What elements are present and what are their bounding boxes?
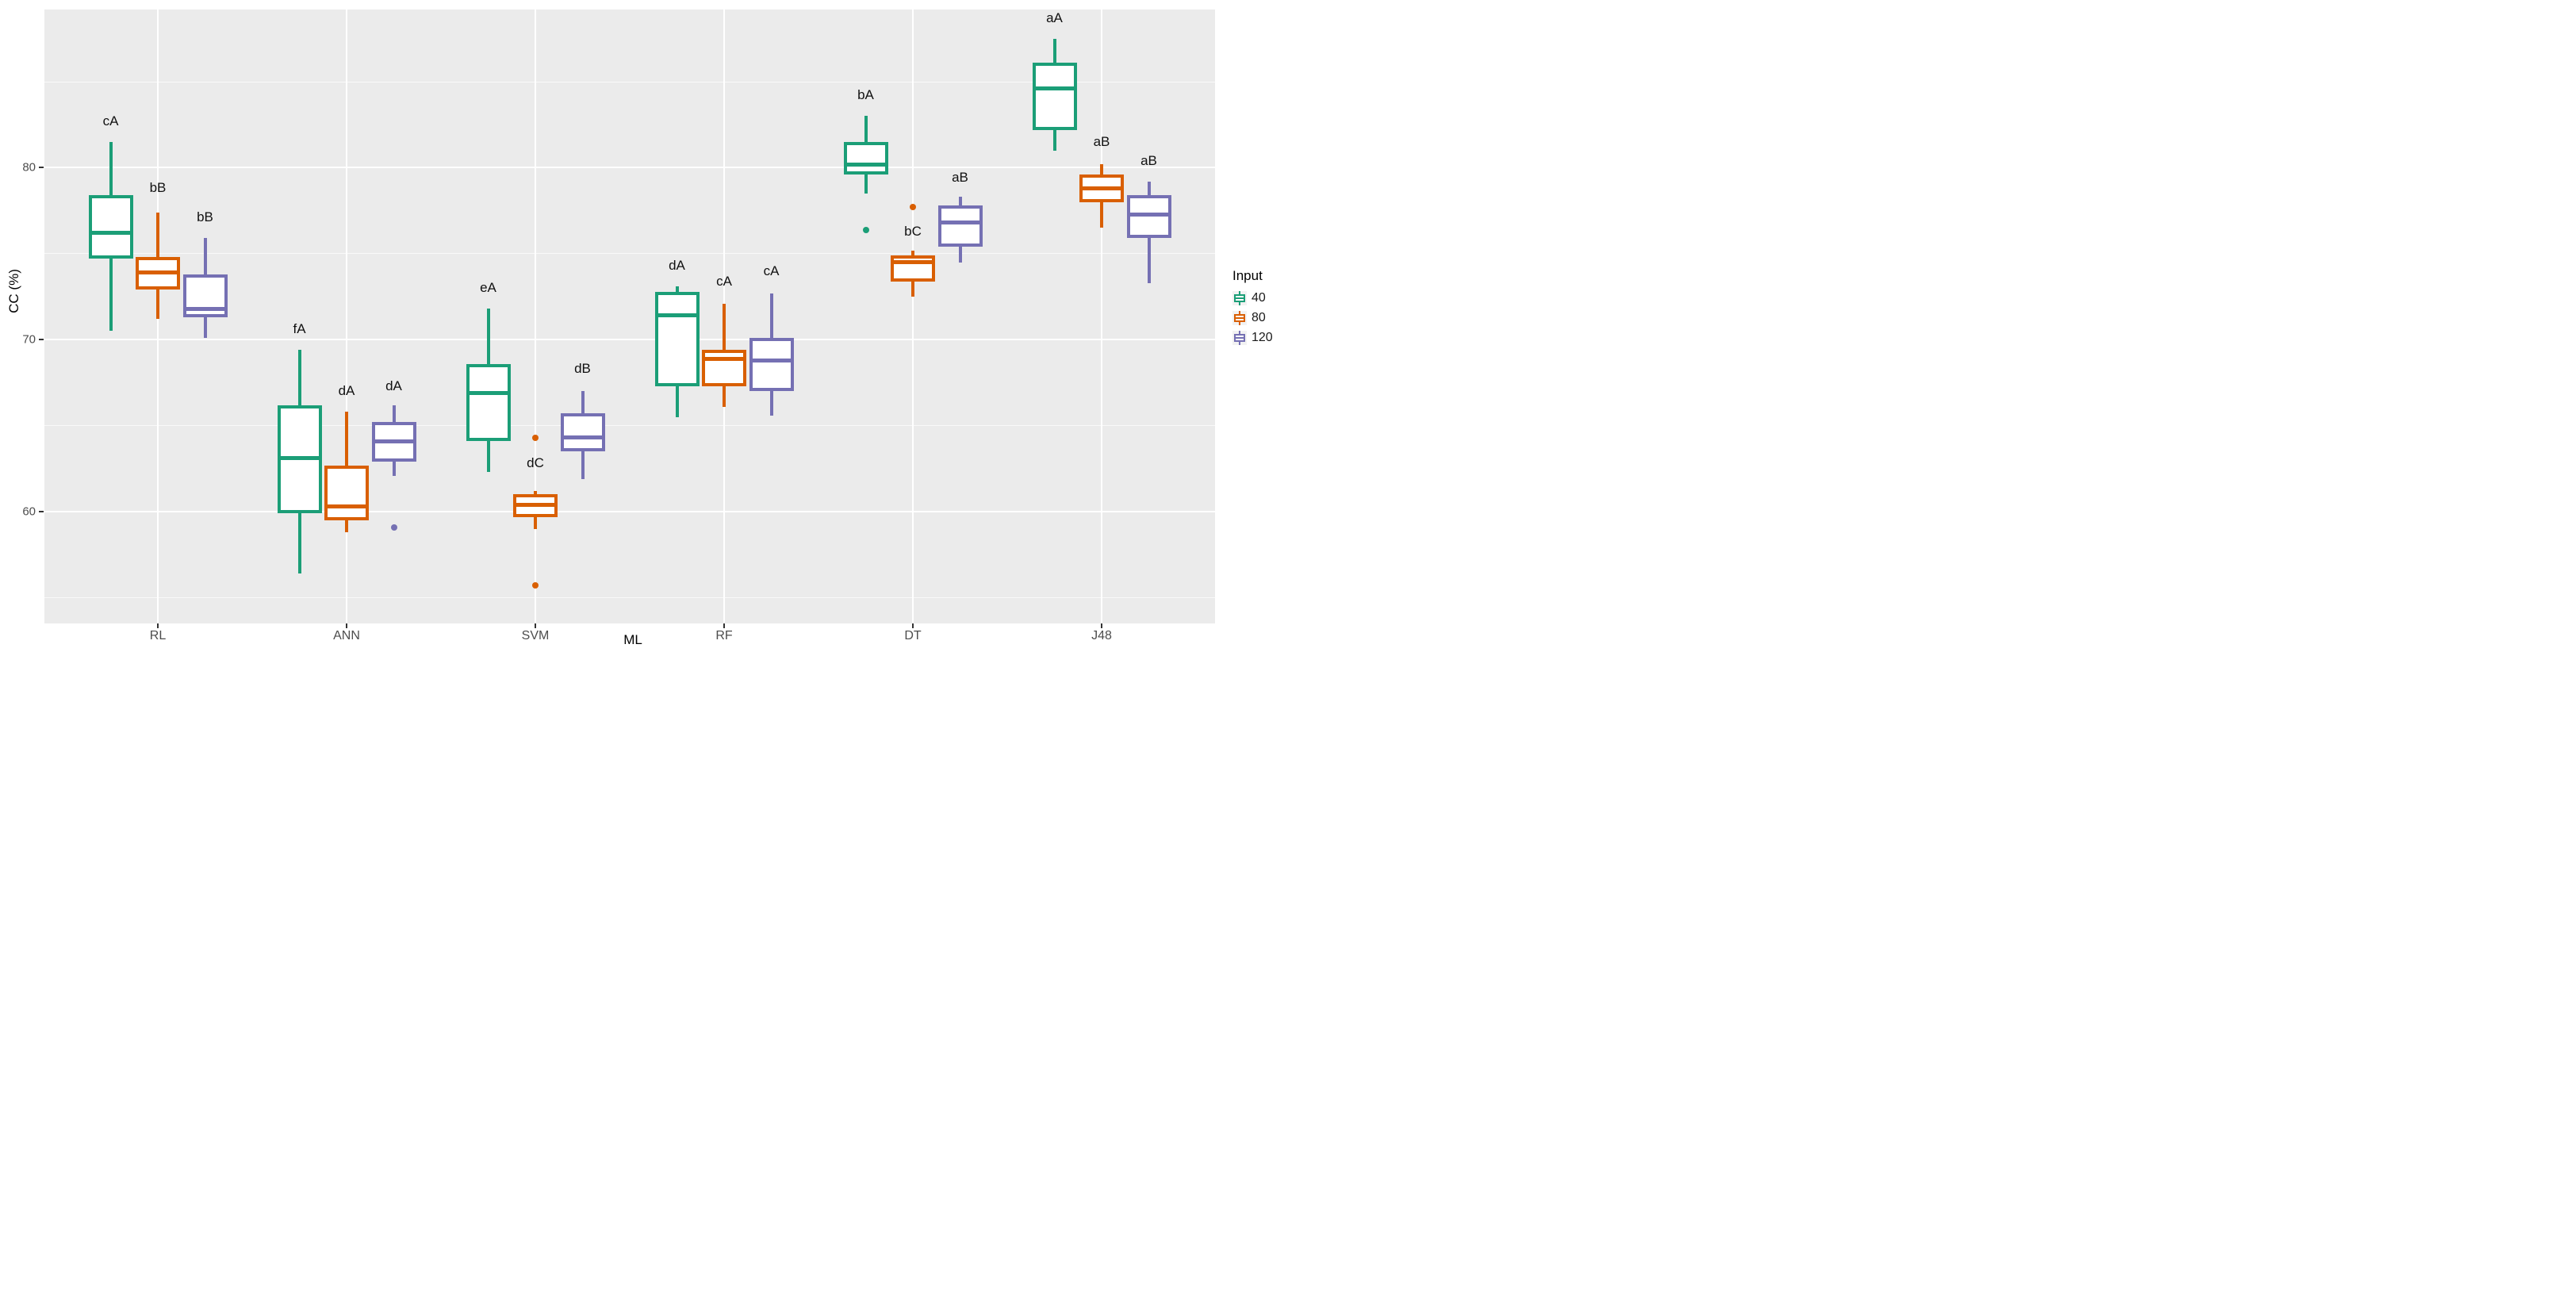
- box-iqr: [702, 350, 746, 386]
- gridline-category: [535, 10, 536, 623]
- gridline-category: [912, 10, 914, 623]
- outlier-point: [390, 524, 397, 531]
- significance-label: bB: [149, 180, 167, 196]
- median-line: [1126, 212, 1171, 217]
- y-tick-mark: [39, 511, 44, 513]
- legend-item-label: 40: [1252, 291, 1266, 305]
- significance-label: dA: [338, 383, 355, 399]
- gridline-minor: [44, 425, 1215, 427]
- gridline-major: [44, 339, 1215, 341]
- x-category-label: RF: [715, 629, 733, 642]
- x-category-label: RL: [149, 629, 167, 642]
- legend-key-boxplot-icon: [1232, 311, 1247, 325]
- significance-label: dA: [669, 258, 685, 274]
- median-line: [937, 221, 983, 225]
- outlier-point: [532, 434, 539, 441]
- legend-key-boxplot-icon: [1232, 291, 1247, 305]
- significance-label: cA: [763, 263, 780, 278]
- box-iqr: [937, 205, 983, 247]
- box-iqr: [843, 141, 888, 175]
- y-tick-label: 70: [22, 332, 36, 347]
- y-tick-mark: [39, 339, 44, 341]
- x-tick-mark: [535, 623, 536, 628]
- significance-label: cA: [716, 273, 732, 289]
- significance-label: bB: [197, 209, 213, 225]
- median-line: [1079, 186, 1124, 190]
- x-tick-mark: [1101, 623, 1102, 628]
- box-iqr: [466, 363, 511, 442]
- boxplot-figure: cA fA eA dA bA aA bB dA dC cA bC aB bB dA dB cA aB aB 80 7…: [0, 0, 1288, 652]
- significance-label: cA: [102, 113, 119, 128]
- legend-key-boxplot-icon: [1232, 331, 1247, 345]
- x-category-label: J48: [1091, 629, 1112, 642]
- median-line: [749, 358, 794, 362]
- significance-label: dC: [527, 455, 544, 471]
- box-iqr: [1126, 195, 1171, 239]
- y-tick-label: 80: [22, 160, 36, 175]
- gridline-minor: [44, 596, 1215, 598]
- box-iqr: [1032, 63, 1077, 130]
- x-axis-title: ML: [623, 632, 642, 647]
- x-tick-mark: [723, 623, 725, 628]
- legend-item-40: 40: [1232, 291, 1288, 305]
- significance-label: aB: [1140, 152, 1157, 168]
- significance-label: bA: [857, 87, 874, 103]
- x-tick-mark: [912, 623, 914, 628]
- significance-label: aA: [1046, 10, 1063, 25]
- plot-panel: cA fA eA dA bA aA bB dA dC cA bC aB bB dA dB cA aB aB: [44, 10, 1215, 623]
- y-tick-label: 60: [22, 504, 36, 519]
- significance-label: fA: [293, 321, 306, 337]
- legend-item-label: 120: [1252, 331, 1273, 344]
- median-line: [136, 270, 180, 275]
- x-tick-mark: [157, 623, 159, 628]
- significance-label: aB: [952, 170, 968, 186]
- gridline-category: [346, 10, 347, 623]
- x-tick-mark: [346, 623, 347, 628]
- x-category-label: DT: [904, 629, 922, 642]
- box-iqr: [654, 291, 700, 386]
- legend-item-label: 80: [1252, 311, 1266, 324]
- median-line: [324, 504, 369, 509]
- median-line: [843, 162, 888, 167]
- legend-item-80: 80: [1232, 311, 1288, 325]
- median-line: [891, 260, 935, 265]
- median-line: [88, 231, 133, 236]
- median-line: [277, 456, 322, 461]
- legend-title: Input: [1232, 268, 1263, 283]
- median-line: [560, 435, 605, 440]
- legend-item-120: 120: [1232, 331, 1288, 345]
- x-category-label: SVM: [521, 629, 550, 642]
- gridline-category: [1101, 10, 1102, 623]
- box-iqr: [891, 255, 935, 282]
- median-line: [182, 306, 228, 311]
- median-line: [466, 390, 511, 395]
- legend: Input 40 80 120: [1232, 268, 1288, 351]
- y-axis-title: CC (%): [6, 269, 21, 313]
- outlier-point: [910, 204, 916, 211]
- box-iqr: [749, 338, 794, 392]
- box-iqr: [88, 195, 133, 259]
- significance-label: bC: [904, 223, 922, 239]
- gridline-major: [44, 511, 1215, 513]
- significance-label: eA: [480, 280, 496, 296]
- box-iqr: [560, 413, 605, 452]
- median-line: [1032, 86, 1077, 91]
- outlier-point: [532, 582, 539, 589]
- gridline-minor: [44, 253, 1215, 255]
- box-iqr: [182, 274, 228, 318]
- median-line: [371, 439, 416, 443]
- significance-label: dA: [385, 378, 402, 393]
- box-iqr: [324, 465, 369, 520]
- y-tick-mark: [39, 167, 44, 169]
- median-line: [702, 356, 746, 361]
- gridline-major: [44, 167, 1215, 169]
- median-line: [654, 313, 700, 318]
- significance-label: dB: [574, 361, 591, 377]
- outlier-point: [862, 226, 869, 233]
- median-line: [513, 502, 558, 507]
- x-category-label: ANN: [333, 629, 360, 642]
- significance-label: aB: [1093, 133, 1110, 149]
